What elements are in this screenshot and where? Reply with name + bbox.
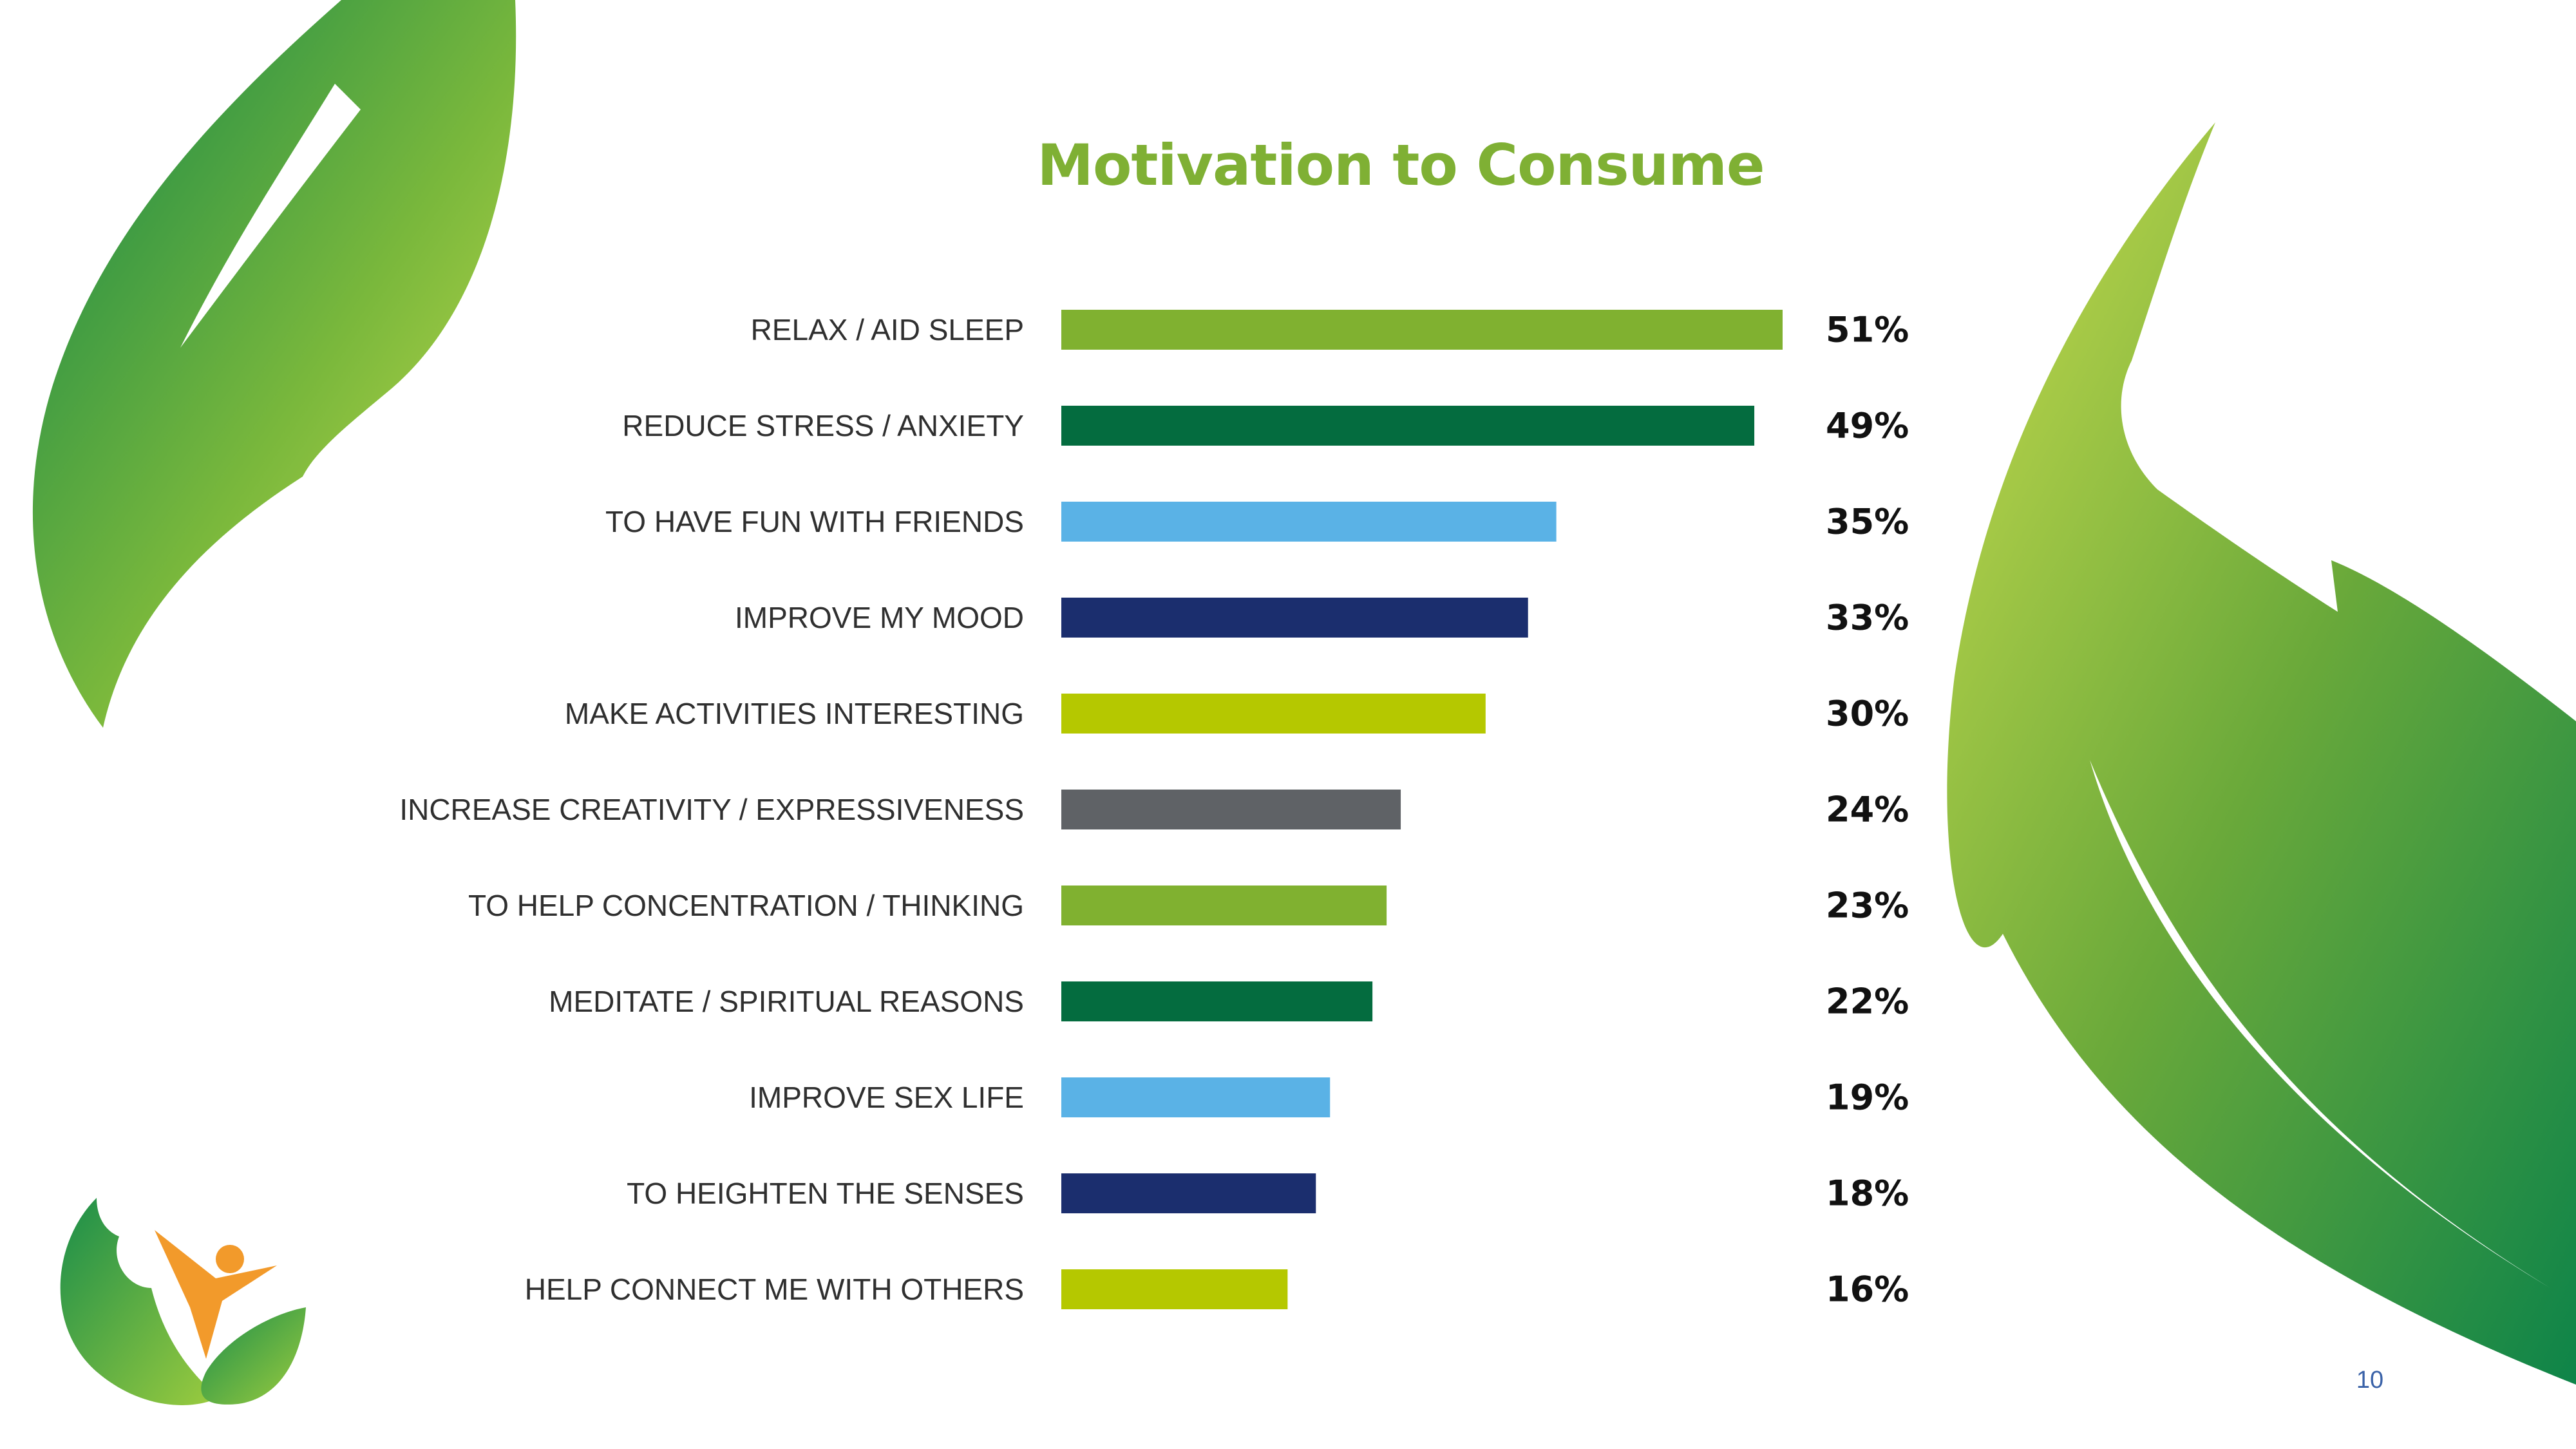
top-left-leaf-vein	[180, 84, 361, 348]
bar	[1061, 694, 1486, 734]
logo-left-leaf	[60, 1198, 219, 1405]
value-label: 23%	[1826, 886, 1909, 926]
value-label: 24%	[1826, 790, 1909, 830]
category-label: HELP CONNECT ME WITH OTHERS	[525, 1273, 1024, 1306]
bar	[1061, 502, 1557, 542]
value-label: 19%	[1826, 1077, 1909, 1118]
category-label: TO HAVE FUN WITH FRIENDS	[605, 505, 1024, 538]
bar	[1061, 598, 1528, 638]
value-label: 22%	[1826, 981, 1909, 1022]
category-label: REDUCE STRESS / ANXIETY	[622, 409, 1024, 442]
bar	[1061, 981, 1373, 1021]
bar	[1061, 310, 1783, 350]
chart-title: Motivation to Consume	[1037, 132, 1765, 198]
bar	[1061, 1269, 1288, 1309]
top-left-leaf-decoration	[32, 0, 516, 728]
bar	[1061, 406, 1755, 446]
value-label: 49%	[1826, 406, 1909, 446]
bar	[1061, 1173, 1316, 1213]
logo-person-head	[216, 1245, 244, 1273]
bar	[1061, 1077, 1331, 1117]
page-number: 10	[2356, 1367, 2384, 1394]
right-leaf-decoration	[1947, 122, 2576, 1385]
category-label: MAKE ACTIVITIES INTERESTING	[565, 697, 1024, 730]
category-label: TO HEIGHTEN THE SENSES	[627, 1177, 1024, 1210]
bar	[1061, 790, 1401, 829]
value-label: 33%	[1826, 598, 1909, 638]
logo-right-leaf	[201, 1307, 306, 1405]
logo	[60, 1198, 306, 1405]
category-label: RELAX / AID SLEEP	[751, 313, 1024, 346]
category-label: IMPROVE SEX LIFE	[749, 1081, 1024, 1114]
value-label: 35%	[1826, 502, 1909, 542]
value-label: 30%	[1826, 694, 1909, 734]
value-label: 51%	[1826, 310, 1909, 350]
category-label: INCREASE CREATIVITY / EXPRESSIVENESS	[399, 793, 1024, 826]
logo-person-body	[155, 1230, 277, 1359]
value-label: 18%	[1826, 1173, 1909, 1214]
category-label: IMPROVE MY MOOD	[735, 601, 1024, 634]
category-label: MEDITATE / SPIRITUAL REASONS	[549, 985, 1024, 1018]
value-label: 16%	[1826, 1269, 1909, 1310]
category-label: TO HELP CONCENTRATION / THINKING	[468, 889, 1024, 922]
bar	[1061, 886, 1387, 925]
